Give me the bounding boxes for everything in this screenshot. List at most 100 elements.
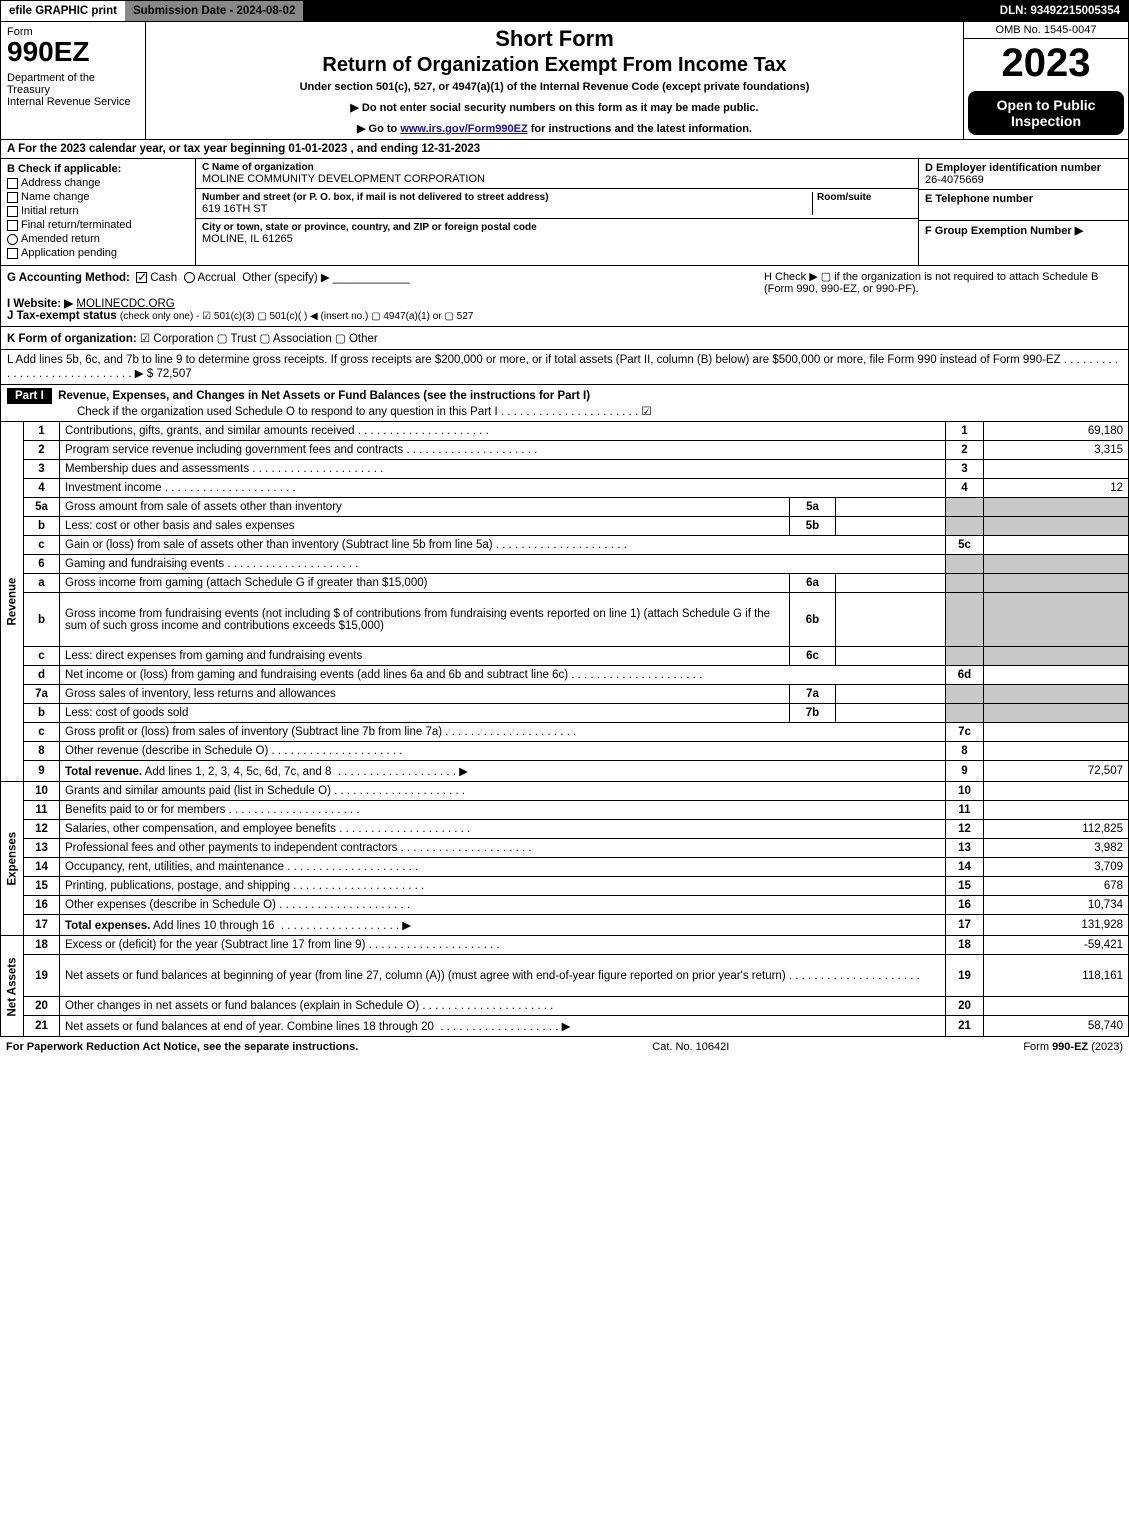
irs-link[interactable]: www.irs.gov/Form990EZ	[400, 123, 527, 135]
right-num	[946, 593, 984, 647]
line-num: 6	[24, 555, 60, 574]
footer-mid: Cat. No. 10642I	[652, 1041, 729, 1053]
amount	[984, 685, 1129, 704]
chk-address-change[interactable]: Address change	[7, 177, 189, 189]
opt-final: Final return/terminated	[21, 219, 132, 231]
i-label: I Website: ▶	[7, 298, 73, 310]
part-i-sub: Check if the organization used Schedule …	[7, 406, 652, 418]
chk-initial-return[interactable]: Initial return	[7, 205, 189, 217]
subline-num: 6a	[790, 574, 836, 593]
line-desc: Program service revenue including govern…	[60, 441, 946, 460]
chk-cash[interactable]	[136, 272, 147, 283]
right-num: 11	[946, 801, 984, 820]
line-desc: Net assets or fund balances at end of ye…	[60, 1016, 946, 1037]
amount: -59,421	[984, 936, 1129, 955]
amount	[984, 997, 1129, 1016]
form-header: Form 990EZ Department of the Treasury In…	[0, 22, 1129, 140]
line-desc: Membership dues and assessments . . . . …	[60, 460, 946, 479]
line-desc: Total revenue. Add lines 1, 2, 3, 4, 5c,…	[60, 761, 946, 782]
org-name-cell: C Name of organization MOLINE COMMUNITY …	[196, 159, 918, 189]
line-desc: Less: cost or other basis and sales expe…	[60, 517, 790, 536]
section-b-header: B Check if applicable:	[7, 163, 189, 175]
opt-amended: Amended return	[21, 233, 100, 245]
amount: 3,315	[984, 441, 1129, 460]
chk-amended[interactable]: Amended return	[7, 233, 189, 245]
line-desc: Gross income from gaming (attach Schedul…	[60, 574, 790, 593]
line-num: 16	[24, 896, 60, 915]
line-num: c	[24, 723, 60, 742]
block-b-to-f: B Check if applicable: Address change Na…	[0, 159, 1129, 266]
line-desc: Occupancy, rent, utilities, and maintena…	[60, 858, 946, 877]
subdate-value: 2024-08-02	[237, 5, 296, 17]
amount: 112,825	[984, 820, 1129, 839]
line-num: 10	[24, 782, 60, 801]
right-num: 6d	[946, 666, 984, 685]
line-desc: Gross amount from sale of assets other t…	[60, 498, 790, 517]
form-id-block: Form 990EZ Department of the Treasury In…	[1, 22, 146, 139]
right-num: 13	[946, 839, 984, 858]
amount	[984, 574, 1129, 593]
amount	[984, 704, 1129, 723]
right-num: 1	[946, 422, 984, 441]
chk-accrual[interactable]	[184, 272, 195, 283]
form-number: 990EZ	[7, 38, 139, 66]
subline-num: 6c	[790, 647, 836, 666]
website-value[interactable]: MOLINECDC.ORG	[76, 298, 174, 310]
line-desc: Less: cost of goods sold	[60, 704, 790, 723]
org-name: MOLINE COMMUNITY DEVELOPMENT CORPORATION	[202, 173, 912, 185]
line-num: 7a	[24, 685, 60, 704]
line-desc: Other expenses (describe in Schedule O) …	[60, 896, 946, 915]
j-label: J Tax-exempt status	[7, 310, 117, 322]
right-num: 14	[946, 858, 984, 877]
amount	[984, 593, 1129, 647]
section-def: D Employer identification number 26-4075…	[918, 159, 1128, 265]
city-cell: City or town, state or province, country…	[196, 219, 918, 248]
subline-num: 5a	[790, 498, 836, 517]
line-desc: Gain or (loss) from sale of assets other…	[60, 536, 946, 555]
line-desc: Professional fees and other payments to …	[60, 839, 946, 858]
amount: 10,734	[984, 896, 1129, 915]
page-footer: For Paperwork Reduction Act Notice, see …	[0, 1037, 1129, 1057]
right-num: 4	[946, 479, 984, 498]
part-i-header: Part I Revenue, Expenses, and Changes in…	[0, 385, 1129, 422]
amount: 3,982	[984, 839, 1129, 858]
part-i-badge: Part I	[7, 388, 52, 404]
right-num: 12	[946, 820, 984, 839]
efile-label[interactable]: efile GRAPHIC print	[1, 1, 125, 21]
section-c: C Name of organization MOLINE COMMUNITY …	[196, 159, 918, 265]
street-label: Number and street (or P. O. box, if mail…	[202, 192, 812, 203]
amount	[984, 536, 1129, 555]
right-num: 16	[946, 896, 984, 915]
line-desc: Grants and similar amounts paid (list in…	[60, 782, 946, 801]
right-num: 15	[946, 877, 984, 896]
top-bar: efile GRAPHIC print Submission Date - 20…	[0, 0, 1129, 22]
chk-name-change[interactable]: Name change	[7, 191, 189, 203]
line-desc: Excess or (deficit) for the year (Subtra…	[60, 936, 946, 955]
k-rest: ☑ Corporation ▢ Trust ▢ Association ▢ Ot…	[137, 333, 378, 345]
section-l: L Add lines 5b, 6c, and 7b to line 9 to …	[0, 350, 1129, 385]
title-return: Return of Organization Exempt From Incom…	[152, 54, 957, 77]
line-num: 12	[24, 820, 60, 839]
street-value: 619 16TH ST	[202, 203, 812, 215]
right-num: 8	[946, 742, 984, 761]
line-num: 18	[24, 936, 60, 955]
amount: 12	[984, 479, 1129, 498]
line-desc: Gaming and fundraising events . . . . . …	[60, 555, 946, 574]
line-desc: Printing, publications, postage, and shi…	[60, 877, 946, 896]
line-num: c	[24, 536, 60, 555]
section-h: H Check ▶ ▢ if the organization is not r…	[758, 266, 1128, 326]
chk-final-return[interactable]: Final return/terminated	[7, 219, 189, 231]
g-cash: Cash	[150, 272, 177, 284]
chk-app-pending[interactable]: Application pending	[7, 247, 189, 259]
amount	[984, 782, 1129, 801]
dln-label: DLN:	[1000, 5, 1031, 17]
topbar-spacer	[303, 1, 991, 21]
tax-year: 2023	[964, 39, 1128, 87]
subline-num: 7a	[790, 685, 836, 704]
street-cell: Number and street (or P. O. box, if mail…	[196, 189, 918, 219]
subline-num: 6b	[790, 593, 836, 647]
amount: 58,740	[984, 1016, 1129, 1037]
right-num: 20	[946, 997, 984, 1016]
line-num: b	[24, 517, 60, 536]
line-num: b	[24, 704, 60, 723]
